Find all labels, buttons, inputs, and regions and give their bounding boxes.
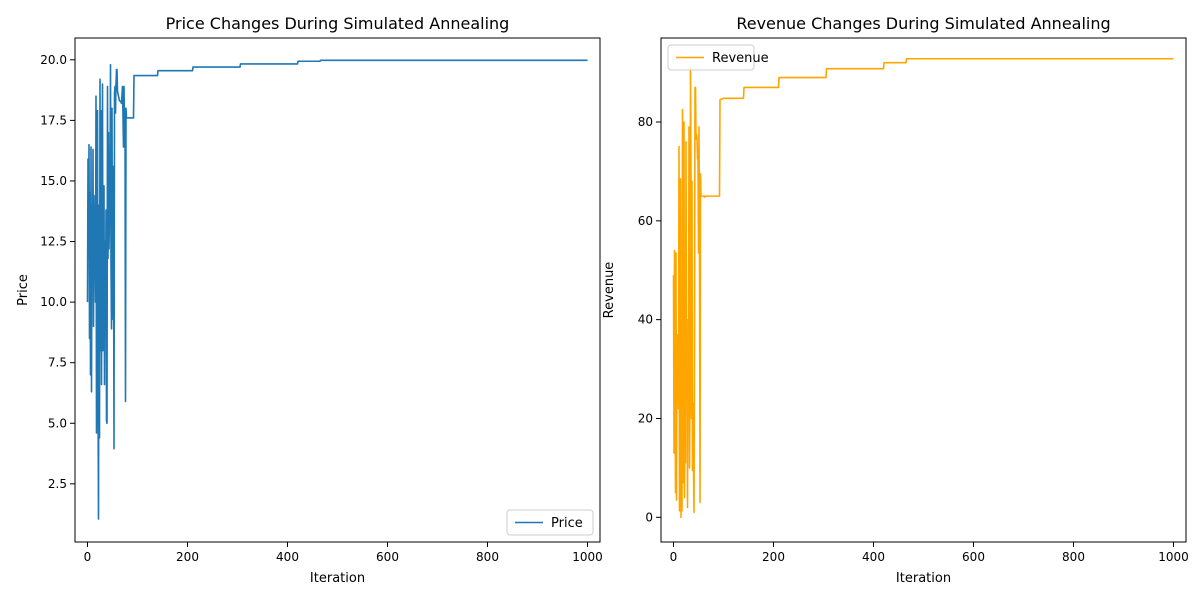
chart-2: 0 200 400 600 800 1000 0 20 40 60 80 Revenue Change…	[602, 14, 1189, 586]
chart-1: 0 200 400 600 800 1000 2.5 5.0 7.5 10.0 12.5 15.0 17…	[16, 14, 603, 586]
y-tick-label: 17.5	[40, 113, 67, 127]
y-tick-label: 10.0	[40, 295, 67, 309]
x-axis-label: Iteration	[896, 571, 951, 586]
y-tick-label: 7.5	[48, 356, 67, 370]
y-tick-label: 40	[638, 313, 653, 327]
legend: Price	[506, 509, 594, 536]
y-tick-label: 60	[638, 214, 653, 228]
x-tick-label: 800	[1062, 550, 1085, 564]
legend-label: Price	[551, 516, 583, 531]
y-tick-label: 15.0	[40, 174, 67, 188]
legend: Revenue	[667, 44, 769, 71]
series-line-revenue	[672, 57, 1174, 519]
chart-title: Price Changes During Simulated Annealing	[166, 14, 510, 33]
x-tick-label: 800	[476, 550, 499, 564]
x-tick-label: 0	[84, 550, 92, 564]
y-axis-label: Price	[16, 274, 31, 306]
y-axis-label: Revenue	[602, 262, 617, 319]
y-tick-label: 2.5	[48, 477, 67, 491]
x-tick-label: 600	[962, 550, 985, 564]
plot-frame	[74, 37, 601, 543]
y-tick-label: 20	[638, 411, 653, 425]
x-tick-label: 400	[862, 550, 885, 564]
y-tick-label: 5.0	[48, 416, 67, 430]
x-tick-label: 0	[670, 550, 678, 564]
y-tick-label: 20.0	[40, 53, 67, 67]
chart-title: Revenue Changes During Simulated Anneali…	[736, 14, 1110, 33]
y-tick-label: 12.5	[40, 235, 67, 249]
x-axis-label: Iteration	[310, 571, 365, 586]
series-line-price	[86, 59, 588, 520]
y-tick-label: 80	[638, 115, 653, 129]
x-tick-label: 1000	[1158, 550, 1189, 564]
x-tick-label: 1000	[572, 550, 603, 564]
x-tick-label: 400	[276, 550, 299, 564]
x-tick-label: 200	[176, 550, 199, 564]
y-tick-label: 0	[645, 510, 653, 524]
legend-label: Revenue	[712, 51, 769, 66]
x-tick-label: 600	[376, 550, 399, 564]
legend-box	[506, 509, 594, 536]
x-tick-label: 200	[762, 550, 785, 564]
legend-box	[667, 44, 755, 71]
plot-frame	[660, 37, 1187, 543]
